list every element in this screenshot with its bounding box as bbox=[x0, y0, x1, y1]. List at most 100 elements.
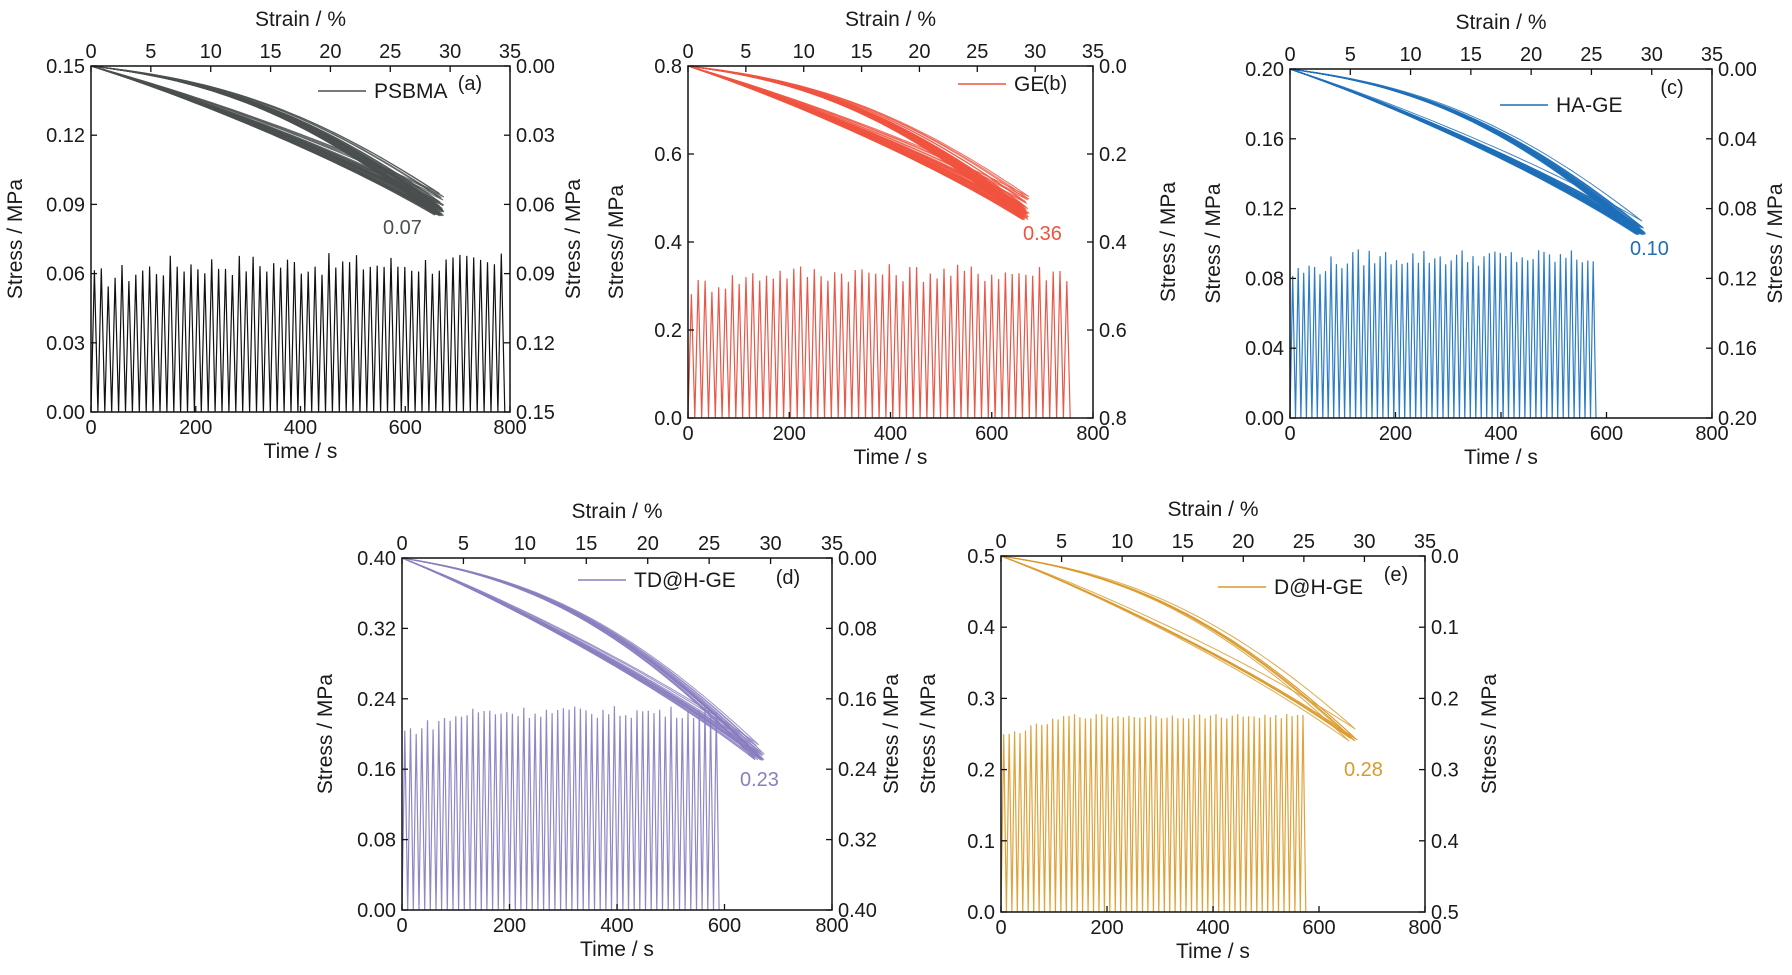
min-stress-annotation: 0.07 bbox=[383, 217, 422, 239]
panel-label: (e) bbox=[1384, 564, 1408, 586]
min-stress-annotation: 0.36 bbox=[1023, 223, 1062, 245]
x-axis-title: Time / s bbox=[1464, 446, 1538, 469]
y2-tick-label: 0.0 bbox=[1099, 56, 1127, 78]
strain-tick-label: 35 bbox=[821, 533, 843, 555]
y-tick-label: 0.4 bbox=[654, 232, 682, 254]
strain-tick-label: 30 bbox=[1353, 531, 1375, 553]
strain-tick-label: 5 bbox=[458, 533, 469, 555]
strain-tick-label: 0 bbox=[995, 531, 1006, 553]
y-tick-label: 0.08 bbox=[357, 830, 396, 852]
legend-label: D@H-GE bbox=[1274, 576, 1363, 599]
strain-tick-label: 25 bbox=[698, 533, 720, 555]
strain-tick-label: 0 bbox=[682, 41, 693, 63]
y-tick-label: 0.0 bbox=[967, 902, 995, 924]
x-tick-label: 0 bbox=[396, 915, 407, 937]
y-tick-label: 0.4 bbox=[967, 617, 995, 639]
hysteresis-loop bbox=[687, 65, 1025, 218]
hysteresis-loop bbox=[401, 557, 760, 746]
y-tick-label: 0.06 bbox=[46, 264, 85, 286]
y-tick-label: 0.6 bbox=[654, 144, 682, 166]
strain-tick-label: 0 bbox=[1284, 44, 1295, 66]
y-tick-label: 0.20 bbox=[1245, 59, 1284, 81]
strain-axis-title: Strain / % bbox=[845, 8, 936, 31]
hysteresis-loop bbox=[1000, 555, 1356, 730]
y-axis-title: Stress / MPa bbox=[4, 179, 27, 300]
hysteresis-loop bbox=[1289, 68, 1637, 232]
x-tick-label: 200 bbox=[1379, 423, 1412, 445]
strain-tick-label: 10 bbox=[793, 41, 815, 63]
strain-tick-label: 20 bbox=[1520, 44, 1542, 66]
strain-tick-label: 5 bbox=[740, 41, 751, 63]
y-tick-label: 0.40 bbox=[357, 548, 396, 570]
x-tick-label: 800 bbox=[1076, 423, 1109, 445]
strain-tick-label: 35 bbox=[1082, 41, 1104, 63]
y2-tick-label: 0.09 bbox=[516, 264, 555, 286]
strain-tick-label: 0 bbox=[396, 533, 407, 555]
hysteresis-loop bbox=[1289, 68, 1643, 222]
y-axis-title: Stress / MPa bbox=[1202, 183, 1225, 304]
hysteresis-loops bbox=[90, 65, 445, 217]
x-tick-label: 0 bbox=[682, 423, 693, 445]
panel-label: (d) bbox=[776, 567, 800, 589]
x-tick-label: 600 bbox=[1590, 423, 1623, 445]
hysteresis-loop bbox=[687, 65, 1025, 218]
x-tick-label: 800 bbox=[1695, 423, 1728, 445]
hysteresis-loop bbox=[687, 65, 1025, 217]
strain-tick-label: 10 bbox=[200, 41, 222, 63]
cycle-series bbox=[90, 253, 506, 413]
legend-label: PSBMA bbox=[374, 80, 448, 103]
hysteresis-loop bbox=[1000, 555, 1350, 742]
hysteresis-loop bbox=[687, 65, 1025, 221]
y2-tick-label: 0.3 bbox=[1431, 760, 1459, 782]
hysteresis-loop bbox=[90, 65, 440, 194]
y-tick-label: 0.32 bbox=[357, 618, 396, 640]
y2-tick-label: 0.20 bbox=[1718, 408, 1757, 430]
hysteresis-loop bbox=[687, 65, 1026, 218]
x-tick-label: 600 bbox=[975, 423, 1008, 445]
legend-label: HA-GE bbox=[1556, 94, 1623, 117]
y2-tick-label: 0.12 bbox=[516, 333, 555, 355]
hysteresis-loop bbox=[401, 557, 763, 756]
hysteresis-loop bbox=[687, 65, 1022, 219]
hysteresis-loop bbox=[401, 557, 759, 761]
y2-tick-label: 0.0 bbox=[1431, 546, 1459, 568]
min-stress-annotation: 0.10 bbox=[1630, 238, 1669, 260]
y2-axis-title: Stress / MPa bbox=[880, 674, 903, 795]
y-tick-label: 0.00 bbox=[46, 402, 85, 424]
strain-tick-label: 30 bbox=[1024, 41, 1046, 63]
y2-tick-label: 0.24 bbox=[838, 759, 877, 781]
strain-tick-label: 5 bbox=[1056, 531, 1067, 553]
strain-tick-label: 35 bbox=[1701, 44, 1723, 66]
hysteresis-loops bbox=[401, 557, 765, 761]
x-tick-label: 200 bbox=[773, 423, 806, 445]
x-tick-label: 600 bbox=[389, 417, 422, 439]
y2-tick-label: 0.4 bbox=[1431, 831, 1459, 853]
hysteresis-loop bbox=[687, 65, 1026, 220]
y-tick-label: 0.2 bbox=[967, 760, 995, 782]
x-tick-label: 200 bbox=[493, 915, 526, 937]
hysteresis-loop bbox=[687, 65, 1022, 213]
strain-tick-label: 30 bbox=[439, 41, 461, 63]
strain-tick-label: 20 bbox=[637, 533, 659, 555]
y-tick-label: 0.0 bbox=[654, 408, 682, 430]
panel-label: (c) bbox=[1660, 77, 1683, 99]
y2-tick-label: 0.6 bbox=[1099, 320, 1127, 342]
legend-label: TD@H-GE bbox=[634, 569, 736, 592]
y2-tick-label: 0.2 bbox=[1099, 144, 1127, 166]
strain-axis-title: Strain / % bbox=[1167, 498, 1258, 521]
hysteresis-loop bbox=[687, 65, 1024, 219]
strain-tick-label: 15 bbox=[575, 533, 597, 555]
hysteresis-loop bbox=[687, 65, 1024, 221]
y-tick-label: 0.1 bbox=[967, 831, 995, 853]
y2-axis-title: Stress / MPa bbox=[562, 179, 585, 300]
y-tick-label: 0.12 bbox=[1245, 199, 1284, 221]
y2-tick-label: 0.15 bbox=[516, 402, 555, 424]
y-tick-label: 0.03 bbox=[46, 333, 85, 355]
y2-tick-label: 0.08 bbox=[838, 618, 877, 640]
hysteresis-loop bbox=[1000, 555, 1352, 738]
hysteresis-loop bbox=[90, 65, 440, 207]
cycle-series bbox=[1000, 713, 1307, 913]
